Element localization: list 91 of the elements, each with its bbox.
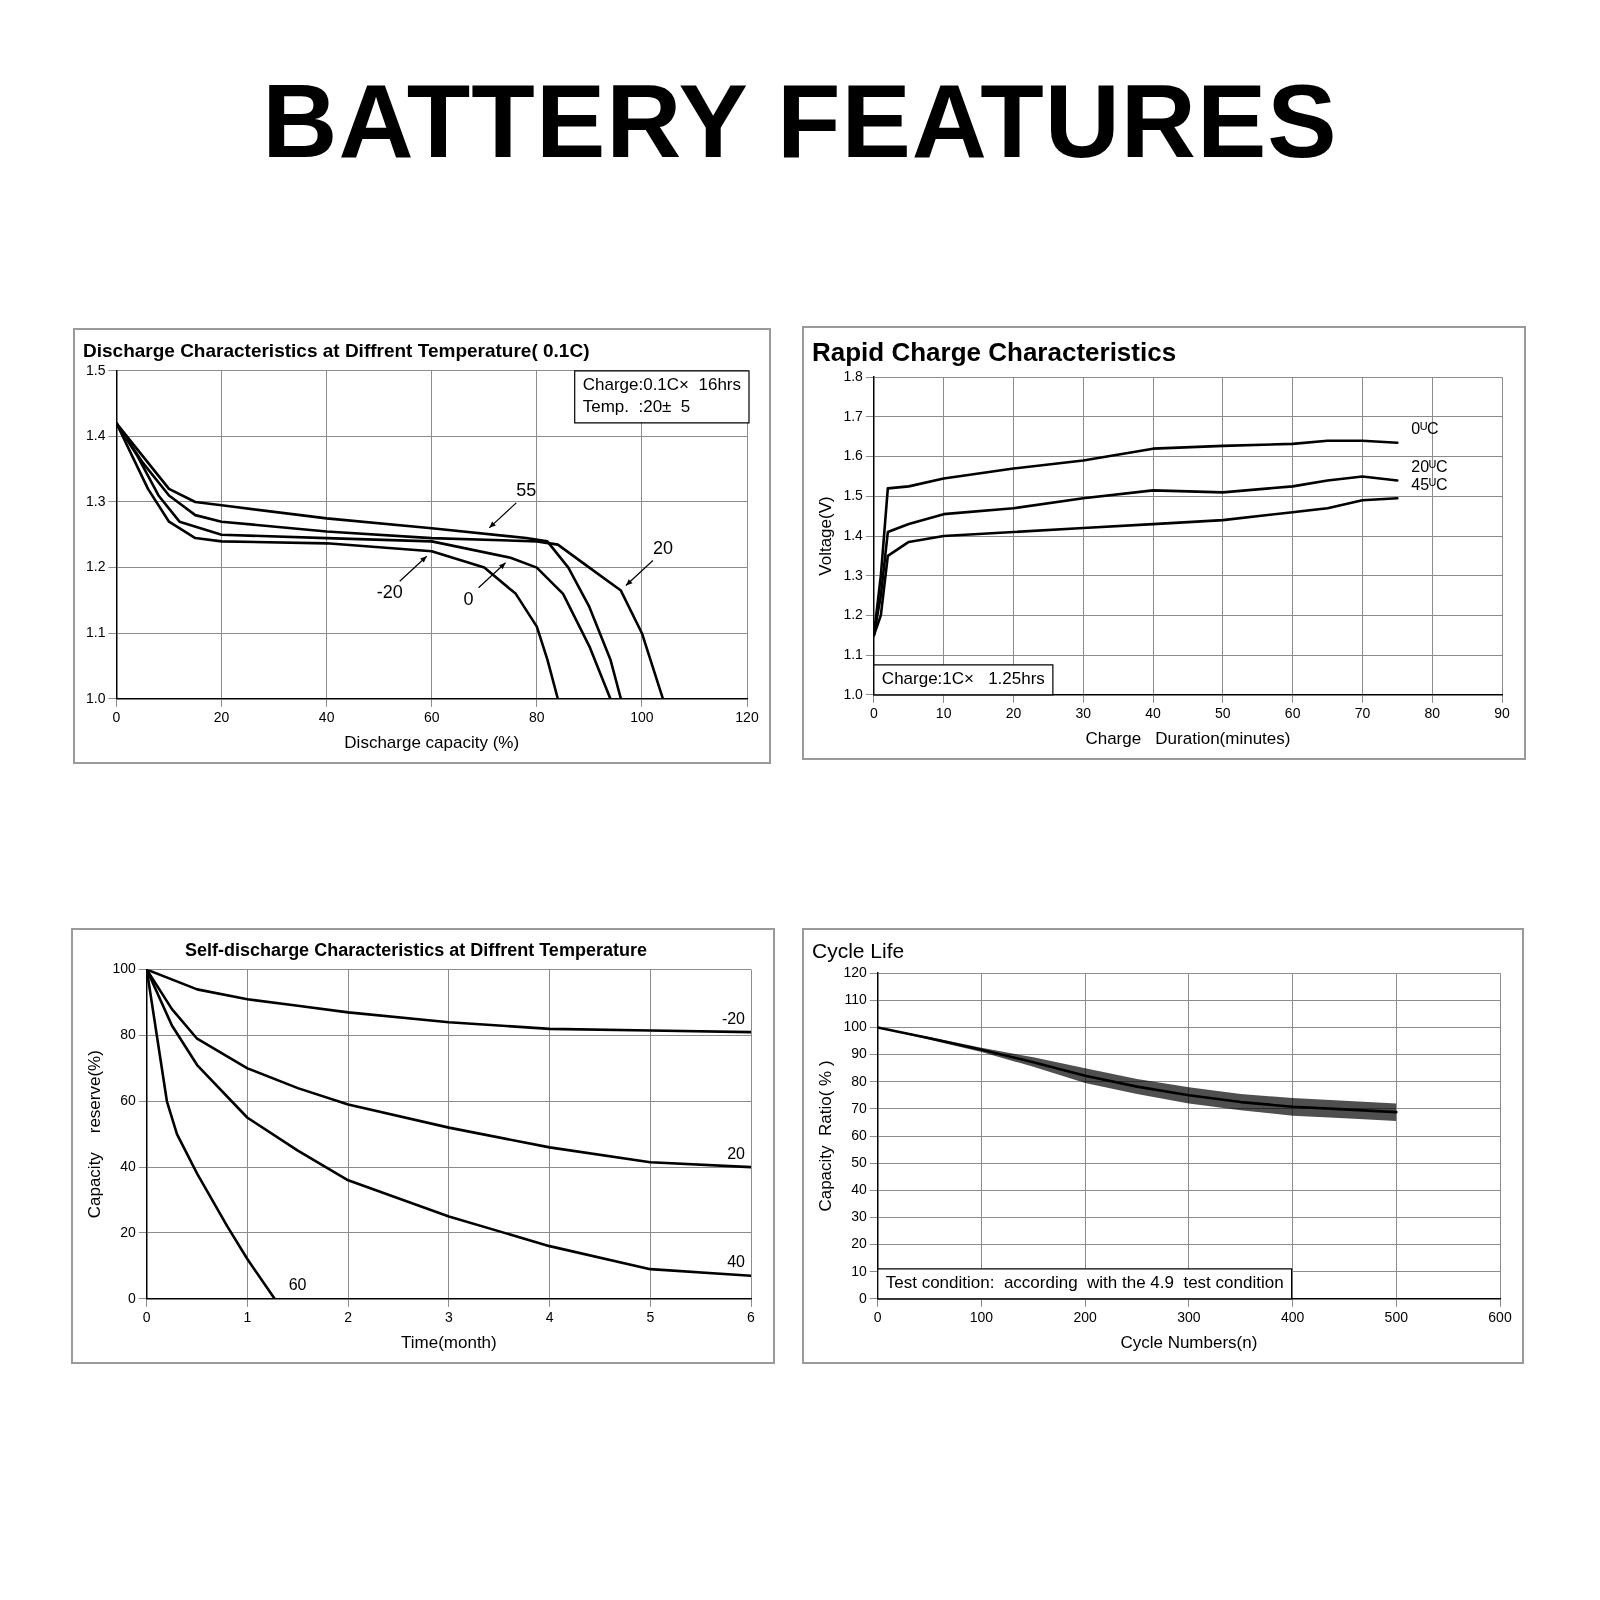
x-tick-label: 30 [1075, 705, 1092, 722]
x-tick-label: 40 [1145, 705, 1162, 722]
y-tick-label: 1.8 [843, 368, 864, 385]
x-axis-title: Cycle Numbers(n) [1120, 1333, 1258, 1353]
x-tick-label: 2 [344, 1309, 353, 1326]
chart-title: Cycle Life [812, 939, 905, 963]
x-tick-label: 20 [1005, 705, 1022, 722]
y-tick-label: 50 [851, 1153, 867, 1170]
y-tick-label: 40 [120, 1157, 136, 1174]
y-tick-label: 1.6 [843, 447, 864, 464]
x-tick-label: 1 [243, 1309, 252, 1326]
y-tick-label: 60 [851, 1126, 867, 1143]
x-axis-title: Time(month) [401, 1333, 497, 1353]
x-tick-label: 120 [735, 709, 759, 726]
y-axis-title: Capacity reserve(%) [84, 1050, 104, 1219]
x-tick-label: 20 [213, 709, 230, 726]
y-tick-label: 60 [120, 1092, 136, 1109]
y-tick-label: 0 [127, 1289, 136, 1306]
y-tick-label: 20 [120, 1223, 136, 1240]
x-tick-label: 90 [1494, 705, 1510, 722]
x-tick-label: 60 [1284, 705, 1301, 722]
x-tick-label: 80 [529, 709, 545, 726]
series-label: 20 [727, 1144, 746, 1162]
x-tick-label: 3 [444, 1309, 453, 1326]
x-tick-label: 5 [646, 1309, 655, 1326]
chart-title: Discharge Characteristics at Diffrent Temperature( 0.1C) [83, 339, 590, 361]
y-tick-label: 30 [851, 1208, 867, 1225]
series-label: 45ᵁC [1411, 475, 1448, 493]
y-tick-label: 1.3 [85, 492, 106, 509]
series-label: -20 [721, 1009, 746, 1027]
y-tick-label: 40 [851, 1181, 867, 1198]
x-tick-label: 200 [1073, 1309, 1098, 1326]
x-tick-label: 0 [869, 705, 878, 722]
y-tick-label: 1.3 [843, 566, 864, 583]
x-tick-label: 40 [318, 709, 335, 726]
y-tick-label: 1.1 [85, 624, 106, 641]
series-label: 60 [288, 1276, 307, 1294]
annotation: 20 [652, 537, 673, 558]
x-tick-label: 60 [423, 709, 440, 726]
x-tick-label: 400 [1280, 1309, 1305, 1326]
x-tick-label: 500 [1384, 1309, 1409, 1326]
x-tick-label: 100 [630, 709, 654, 726]
x-tick-label: 600 [1488, 1309, 1512, 1326]
y-tick-label: 1.2 [85, 558, 106, 575]
annotation: 55 [516, 479, 537, 500]
y-tick-label: 1.5 [85, 361, 106, 378]
y-tick-label: 70 [851, 1099, 867, 1116]
annotation: Charge:1C× 1.25hrs [881, 669, 1045, 689]
x-tick-label: 4 [545, 1309, 554, 1326]
y-tick-label: 80 [851, 1072, 867, 1089]
y-tick-label: 1.4 [85, 427, 106, 444]
annotation: Test condition: according with the 4.9 test condition [885, 1273, 1284, 1293]
text: BATTERY FEATURES [261, 62, 1339, 181]
chart-title: Rapid Charge Characteristics [812, 336, 1177, 367]
x-axis-title: Charge Duration(minutes) [1085, 729, 1291, 749]
y-tick-label: 10 [851, 1262, 867, 1279]
y-tick-label: 1.4 [843, 526, 864, 543]
x-tick-label: 10 [935, 705, 952, 722]
chart-title: Self-discharge Characteristics at Diffrent Temperature [185, 939, 647, 960]
y-tick-label: 1.2 [843, 606, 864, 623]
y-tick-label: 1.7 [843, 407, 864, 424]
x-tick-label: 80 [1424, 705, 1441, 722]
y-tick-label: 20 [851, 1235, 867, 1252]
y-tick-label: 1.0 [85, 689, 106, 706]
x-tick-label: 300 [1177, 1309, 1201, 1326]
y-tick-label: 80 [120, 1026, 136, 1043]
y-tick-label: 0 [858, 1289, 867, 1306]
series-label: 0ᵁC [1411, 420, 1439, 438]
series-label: 20ᵁC [1411, 457, 1448, 475]
annotation: -20 [376, 582, 403, 603]
series-label: 40 [727, 1253, 746, 1271]
y-tick-label: 100 [843, 1018, 867, 1035]
x-axis-title: Discharge capacity (%) [344, 733, 520, 753]
y-tick-label: 1.0 [843, 685, 864, 702]
y-tick-label: 110 [844, 991, 867, 1008]
y-tick-label: 120 [843, 964, 867, 981]
y-tick-label: 90 [851, 1045, 867, 1062]
annotation: Charge:0.1C× 16hrs [582, 375, 742, 395]
x-tick-label: 0 [142, 1309, 151, 1326]
x-tick-label: 6 [747, 1309, 756, 1326]
y-tick-label: 1.5 [843, 487, 864, 504]
annotation: Temp. :20± 5 [582, 397, 691, 417]
y-axis-title: Capacity Ratio( % ) [815, 1060, 835, 1212]
x-tick-label: 0 [873, 1309, 882, 1326]
x-tick-label: 50 [1215, 705, 1231, 722]
annotation: 0 [463, 588, 474, 609]
y-axis-title: Voltage(V) [815, 496, 835, 576]
y-tick-label: 100 [112, 960, 136, 977]
y-tick-label: 1.1 [843, 645, 864, 662]
x-tick-label: 100 [969, 1309, 994, 1326]
x-tick-label: 70 [1354, 705, 1371, 722]
